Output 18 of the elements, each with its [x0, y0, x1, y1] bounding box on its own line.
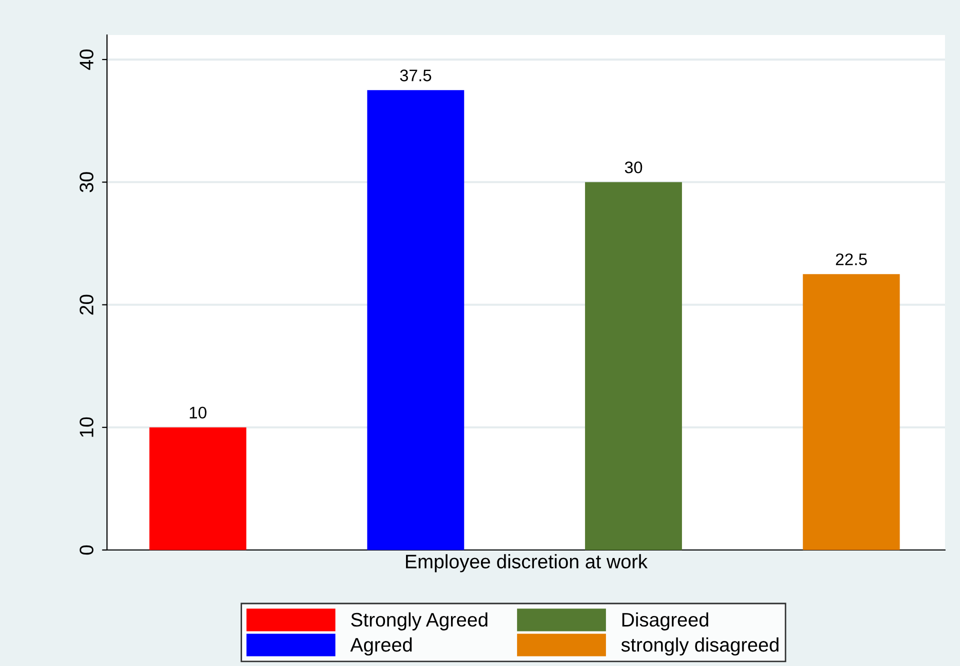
bar	[149, 427, 246, 550]
y-tick-label: 10	[80, 417, 94, 437]
y-tick-label: 20	[80, 294, 94, 315]
data-label: 30	[624, 161, 642, 174]
bar	[802, 274, 900, 550]
bar	[585, 182, 682, 550]
x-axis-title: Employee discretion at work	[406, 554, 648, 572]
bar	[367, 90, 464, 550]
data-label: 10	[190, 406, 206, 419]
y-tick-label: 40	[80, 49, 94, 70]
y-tick-label: 30	[80, 172, 94, 192]
legend-label: Disagreed	[622, 612, 708, 630]
y-tick-label: 0	[80, 545, 94, 555]
data-label: 22.5	[836, 253, 867, 266]
data-label: 37.5	[400, 70, 432, 82]
legend-label: Strongly Agreed	[351, 612, 488, 630]
legend-label: Agreed	[350, 637, 412, 656]
legend-label: strongly disagreed	[621, 637, 778, 656]
